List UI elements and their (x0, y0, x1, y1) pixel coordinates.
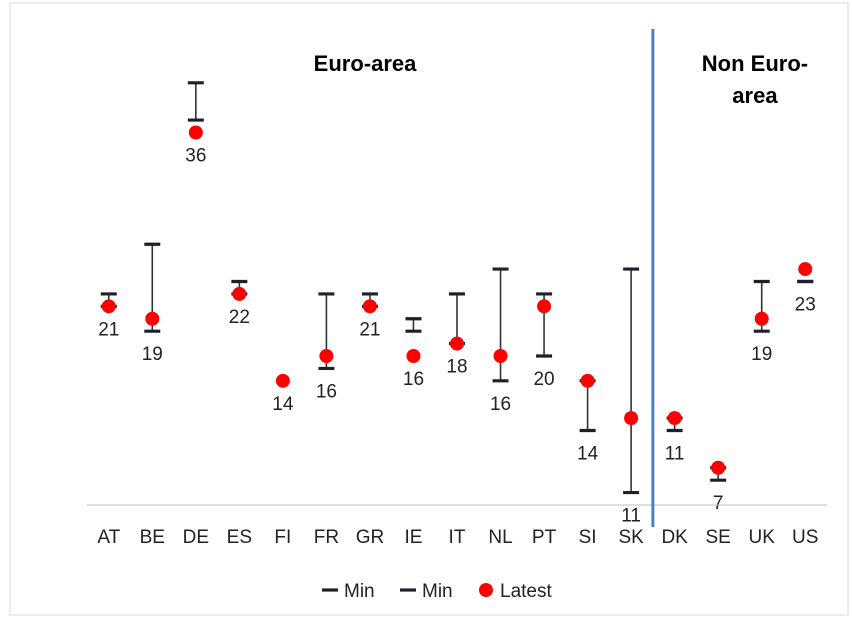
category-label-fr: FR (314, 527, 339, 548)
category-label-us: US (792, 527, 818, 548)
category-label-uk: UK (749, 527, 776, 548)
latest-point-us (798, 262, 813, 277)
category-label-nl: NL (488, 527, 512, 548)
category-label-es: ES (227, 527, 252, 548)
data-label-gr: 21 (359, 319, 380, 340)
chart-border (9, 2, 849, 616)
category-label-si: SI (579, 527, 597, 548)
category-label-fi: FI (274, 527, 291, 548)
data-label-es: 22 (229, 307, 250, 328)
data-label-de: 36 (185, 146, 206, 167)
data-label-ie: 16 (403, 369, 424, 390)
group-label-non-euro-area: Non Euro-area (702, 51, 808, 108)
latest-point-gr (362, 299, 377, 314)
category-label-dk: DK (661, 527, 688, 548)
data-label-sk: 11 (621, 506, 641, 527)
data-label-be: 19 (142, 344, 163, 365)
legend-label-min-1: Min (344, 581, 375, 602)
data-label-fr: 16 (316, 381, 337, 402)
latest-point-at (101, 299, 116, 314)
data-label-se: 7 (713, 493, 724, 514)
latest-point-be (145, 311, 160, 326)
latest-dot-layer (101, 125, 813, 475)
data-label-pt: 20 (533, 369, 554, 390)
latest-point-pt (537, 299, 552, 314)
latest-point-es (232, 286, 247, 301)
data-label-dk: 11 (665, 444, 685, 465)
latest-point-sk (624, 411, 639, 426)
category-label-be: BE (140, 527, 165, 548)
category-label-sk: SK (618, 527, 644, 548)
category-label-it: IT (449, 527, 466, 548)
data-label-at: 21 (98, 319, 119, 340)
latest-point-it (450, 336, 464, 351)
category-label-de: DE (183, 527, 209, 548)
group-label-euro-area: Euro-area (314, 51, 417, 76)
latest-point-ie (406, 349, 421, 363)
category-label-gr: GR (356, 527, 385, 548)
category-label-layer: AT BE DE ES FI FR GR IE IT NL PT SI SK DK SE UK US (97, 527, 818, 548)
legend-label-latest: Latest (500, 581, 552, 602)
legend: Min Min Latest (322, 581, 552, 602)
data-label-si: 14 (577, 444, 599, 465)
legend-label-min-2: Min (422, 581, 453, 602)
data-label-layer: 21 19 36 22 14 16 21 16 18 16 20 14 11 11 7 19 23 (98, 146, 816, 527)
latest-point-dk (667, 411, 682, 426)
latest-point-si (580, 373, 595, 388)
data-label-us: 23 (795, 295, 816, 316)
category-label-se: SE (705, 527, 730, 548)
data-label-fi: 14 (272, 394, 294, 415)
latest-point-uk (754, 311, 769, 326)
category-label-at: AT (97, 527, 120, 548)
group-label-layer: Euro-area Non Euro-area (314, 51, 808, 108)
data-label-uk: 19 (751, 344, 772, 365)
data-label-nl: 16 (490, 394, 511, 415)
latest-point-fr (319, 349, 334, 363)
category-label-ie: IE (404, 527, 422, 548)
data-label-it: 18 (446, 357, 467, 378)
latest-point-fi (275, 373, 290, 388)
latest-point-nl (493, 349, 508, 363)
latest-point-se (711, 460, 726, 475)
category-label-pt: PT (532, 527, 557, 548)
legend-swatch-latest (479, 583, 493, 597)
latest-point-de (188, 125, 203, 140)
